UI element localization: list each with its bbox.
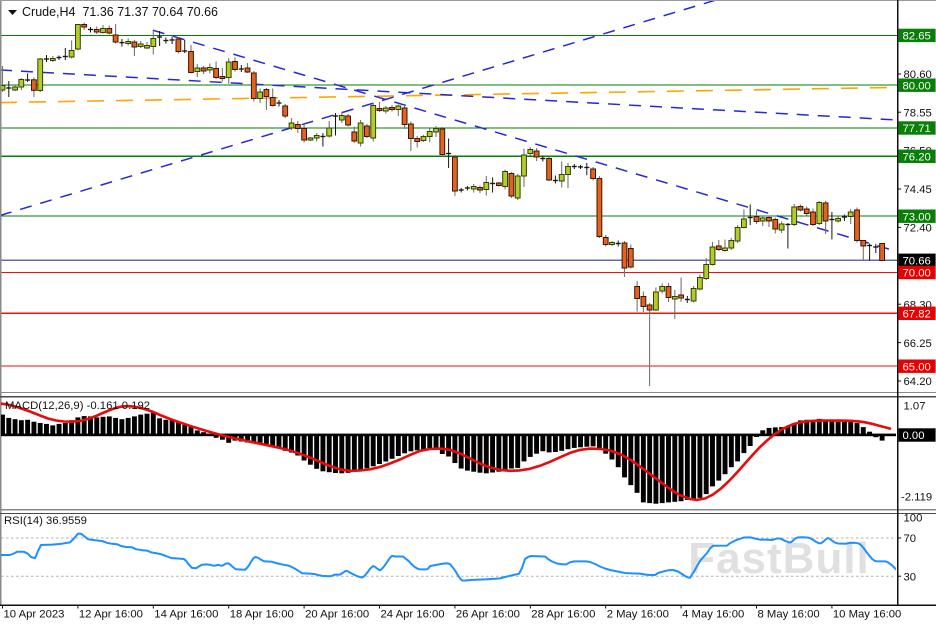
svg-text:72.40: 72.40 <box>904 223 932 235</box>
svg-text:0.00: 0.00 <box>903 430 925 442</box>
svg-text:78.55: 78.55 <box>904 107 932 119</box>
svg-text:80.00: 80.00 <box>903 80 931 92</box>
svg-text:12 Apr 16:00: 12 Apr 16:00 <box>79 609 143 621</box>
svg-text:70.66: 70.66 <box>903 256 931 268</box>
svg-text:67.82: 67.82 <box>903 309 931 321</box>
svg-text:18 Apr 16:00: 18 Apr 16:00 <box>230 609 294 621</box>
svg-text:64.20: 64.20 <box>904 376 932 388</box>
svg-text:70.00: 70.00 <box>903 268 931 280</box>
svg-text:RSI(14) 36.9559: RSI(14) 36.9559 <box>4 515 87 527</box>
svg-text:82.65: 82.65 <box>903 31 931 43</box>
svg-text:76.20: 76.20 <box>903 152 931 164</box>
svg-text:70: 70 <box>904 533 917 545</box>
svg-text:77.71: 77.71 <box>903 123 931 135</box>
svg-text:30: 30 <box>904 571 917 583</box>
svg-text:10 Apr 2023: 10 Apr 2023 <box>4 609 65 621</box>
svg-text:26 Apr 16:00: 26 Apr 16:00 <box>456 609 520 621</box>
svg-text:100: 100 <box>904 513 923 525</box>
svg-text:Crude,H4 71.36 71.37 70.64 70: Crude,H4 71.36 71.37 70.64 70.66 <box>22 5 218 19</box>
svg-text:8 May 16:00: 8 May 16:00 <box>758 609 820 621</box>
svg-text:80.60: 80.60 <box>904 69 932 81</box>
svg-text:4 May 16:00: 4 May 16:00 <box>682 609 744 621</box>
svg-text:65.00: 65.00 <box>903 361 931 373</box>
svg-text:20 Apr 16:00: 20 Apr 16:00 <box>305 609 369 621</box>
svg-text:66.25: 66.25 <box>904 338 932 350</box>
svg-text:FastBull: FastBull <box>688 534 870 583</box>
svg-text:28 Apr 16:00: 28 Apr 16:00 <box>531 609 595 621</box>
svg-text:10 May 16:00: 10 May 16:00 <box>833 609 901 621</box>
svg-text:MACD(12,26,9) -0.161 0.192: MACD(12,26,9) -0.161 0.192 <box>5 400 150 412</box>
svg-text:73.00: 73.00 <box>903 211 931 223</box>
svg-text:14 Apr 16:00: 14 Apr 16:00 <box>154 609 218 621</box>
svg-text:2 May 16:00: 2 May 16:00 <box>607 609 669 621</box>
svg-text:24 Apr 16:00: 24 Apr 16:00 <box>381 609 445 621</box>
svg-text:1.07: 1.07 <box>904 401 926 413</box>
svg-text:74.45: 74.45 <box>904 184 932 196</box>
svg-text:-2.119: -2.119 <box>901 492 932 504</box>
